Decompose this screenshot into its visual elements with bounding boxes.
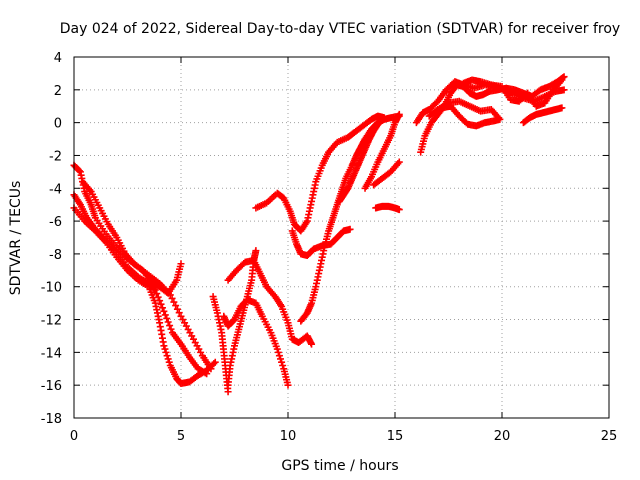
data-series xyxy=(288,225,354,260)
data-series xyxy=(70,204,219,388)
data-point xyxy=(558,104,566,112)
x-tick-label: 25 xyxy=(601,429,618,444)
data-point xyxy=(163,314,171,322)
x-tick-label: 15 xyxy=(387,429,404,444)
y-tick-label: -6 xyxy=(49,215,62,230)
data-point xyxy=(157,300,165,308)
data-point xyxy=(161,311,169,319)
data-markers xyxy=(70,73,568,396)
data-point xyxy=(173,305,181,313)
y-tick-label: -16 xyxy=(41,379,62,394)
data-point xyxy=(433,108,441,116)
data-series xyxy=(335,115,386,205)
data-point xyxy=(158,304,166,312)
data-point xyxy=(163,352,171,360)
x-tick-label: 0 xyxy=(70,429,78,444)
data-series xyxy=(372,202,403,214)
y-axis-title: SDTVAR / TECUs xyxy=(8,181,24,296)
data-point xyxy=(284,381,292,389)
y-tick-label: 2 xyxy=(54,84,62,99)
x-tick-label: 5 xyxy=(177,429,185,444)
data-point xyxy=(164,318,172,326)
data-series xyxy=(370,158,403,189)
data-point xyxy=(558,76,566,84)
data-series xyxy=(224,256,316,348)
data-point xyxy=(211,358,219,366)
x-tick-label: 20 xyxy=(494,429,511,444)
y-tick-label: -2 xyxy=(49,149,62,164)
data-point xyxy=(308,340,316,348)
data-point xyxy=(75,167,83,175)
data-point xyxy=(175,309,183,317)
data-series xyxy=(361,110,403,192)
chart-title: Day 024 of 2022, Sidereal Day-to-day VTE… xyxy=(60,21,620,37)
x-tick-label: 10 xyxy=(280,429,297,444)
plot-frame xyxy=(73,56,610,419)
axis-ticks: 0 5 10 15 20 25 -18 -16 -14 -12 -10 -8 -6 -4 -2 0 2 4 xyxy=(41,51,618,444)
data-point xyxy=(161,345,169,353)
data-series xyxy=(220,296,292,389)
data-point xyxy=(172,302,180,310)
data-point xyxy=(278,358,286,366)
data-series xyxy=(79,178,185,297)
data-point xyxy=(165,358,173,366)
y-tick-label: -4 xyxy=(49,182,62,197)
data-point xyxy=(346,225,354,233)
data-point xyxy=(160,307,168,315)
data-point xyxy=(170,298,178,306)
data-series xyxy=(425,97,504,130)
y-tick-label: -10 xyxy=(41,281,62,296)
data-point xyxy=(277,355,285,363)
y-tick-label: 4 xyxy=(54,51,62,66)
data-point xyxy=(153,290,161,298)
data-series xyxy=(297,112,403,325)
data-point xyxy=(395,158,403,166)
data-series xyxy=(459,76,566,110)
data-point xyxy=(210,360,218,368)
data-point xyxy=(252,247,260,255)
data-point xyxy=(395,206,403,214)
data-point xyxy=(273,345,281,353)
data-point xyxy=(162,348,170,356)
data-point xyxy=(395,110,403,118)
y-tick-label: -8 xyxy=(49,248,62,263)
y-tick-label: -14 xyxy=(41,346,62,361)
data-point xyxy=(378,115,386,123)
data-point xyxy=(164,355,172,363)
data-point xyxy=(275,352,283,360)
data-point xyxy=(224,388,232,396)
data-point xyxy=(167,325,175,333)
x-axis-title: GPS time / hours xyxy=(281,458,398,474)
y-tick-label: 0 xyxy=(54,117,62,132)
grid xyxy=(74,57,609,418)
data-point xyxy=(279,361,287,369)
data-point xyxy=(177,260,185,268)
data-point xyxy=(168,294,176,302)
data-point xyxy=(160,342,168,350)
data-series xyxy=(209,293,232,396)
data-series xyxy=(252,112,388,235)
y-tick-label: -12 xyxy=(41,314,62,329)
data-series xyxy=(519,104,566,127)
y-tick-label: -18 xyxy=(41,412,62,427)
data-point xyxy=(274,348,282,356)
data-point xyxy=(166,322,174,330)
data-point xyxy=(560,86,568,94)
data-point xyxy=(432,109,440,117)
